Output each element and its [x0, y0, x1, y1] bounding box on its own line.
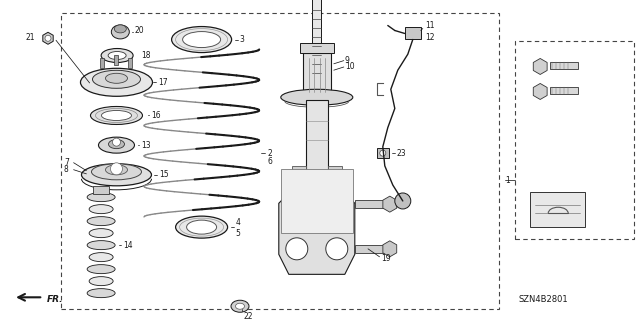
- Text: 9: 9: [345, 56, 349, 65]
- Bar: [355, 245, 390, 253]
- Text: 11: 11: [425, 21, 435, 30]
- Ellipse shape: [87, 289, 115, 298]
- Text: 13: 13: [141, 141, 151, 150]
- Text: SZN4B2801: SZN4B2801: [518, 295, 568, 304]
- Polygon shape: [383, 196, 397, 212]
- Text: 2: 2: [268, 149, 272, 158]
- Ellipse shape: [87, 265, 115, 274]
- Text: 21: 21: [26, 33, 35, 42]
- Ellipse shape: [89, 253, 113, 262]
- Text: 14: 14: [123, 241, 132, 250]
- Ellipse shape: [101, 48, 133, 63]
- Ellipse shape: [87, 217, 115, 226]
- Ellipse shape: [92, 164, 141, 180]
- Bar: [550, 63, 578, 70]
- Circle shape: [113, 138, 120, 146]
- Polygon shape: [279, 179, 355, 274]
- Circle shape: [45, 35, 51, 41]
- Circle shape: [380, 150, 386, 156]
- Circle shape: [286, 238, 308, 260]
- Ellipse shape: [92, 70, 141, 88]
- Ellipse shape: [231, 300, 249, 312]
- Ellipse shape: [89, 277, 113, 286]
- Circle shape: [286, 190, 308, 212]
- Bar: [303, 53, 331, 97]
- Text: 8: 8: [64, 165, 68, 174]
- Bar: [312, 0, 321, 83]
- Circle shape: [326, 190, 348, 212]
- Text: 7: 7: [64, 158, 69, 167]
- Bar: [129, 58, 132, 68]
- Bar: [377, 148, 389, 158]
- Ellipse shape: [87, 241, 115, 250]
- Text: 4: 4: [236, 218, 241, 226]
- Ellipse shape: [111, 25, 129, 39]
- Ellipse shape: [99, 137, 134, 153]
- Text: 17: 17: [159, 78, 168, 87]
- Bar: [300, 43, 334, 53]
- Text: 23: 23: [397, 149, 406, 158]
- Ellipse shape: [236, 303, 244, 309]
- Ellipse shape: [106, 73, 127, 83]
- Ellipse shape: [175, 216, 228, 238]
- Bar: [292, 166, 306, 184]
- Text: 6: 6: [268, 157, 272, 166]
- Text: 10: 10: [345, 63, 355, 71]
- Bar: [550, 87, 578, 94]
- Ellipse shape: [172, 26, 232, 53]
- Bar: [515, 41, 634, 239]
- Polygon shape: [383, 241, 397, 257]
- Text: 20: 20: [134, 26, 144, 35]
- Bar: [100, 58, 104, 68]
- Bar: [405, 27, 421, 40]
- Ellipse shape: [106, 165, 127, 175]
- Text: 3: 3: [239, 35, 244, 44]
- Bar: [61, 13, 499, 309]
- Bar: [328, 166, 342, 184]
- Text: 18: 18: [141, 51, 150, 60]
- Ellipse shape: [87, 193, 115, 202]
- Text: 15: 15: [159, 170, 169, 179]
- Text: 12: 12: [425, 33, 435, 42]
- Bar: [530, 192, 585, 227]
- Polygon shape: [533, 84, 547, 100]
- Circle shape: [111, 163, 122, 175]
- Text: 5: 5: [236, 229, 241, 238]
- Ellipse shape: [90, 107, 143, 124]
- Bar: [355, 200, 390, 208]
- Ellipse shape: [115, 25, 126, 33]
- Ellipse shape: [281, 89, 353, 105]
- Bar: [115, 55, 118, 65]
- Polygon shape: [533, 58, 547, 74]
- Bar: [281, 169, 353, 233]
- Text: 19: 19: [381, 254, 390, 263]
- Ellipse shape: [89, 229, 113, 238]
- Circle shape: [326, 238, 348, 260]
- Ellipse shape: [89, 205, 113, 214]
- Ellipse shape: [108, 51, 126, 60]
- Bar: [306, 100, 328, 179]
- Ellipse shape: [187, 220, 216, 234]
- Text: 1: 1: [506, 176, 510, 185]
- Ellipse shape: [108, 140, 124, 149]
- Circle shape: [395, 193, 411, 209]
- Text: FR.: FR.: [47, 295, 64, 304]
- Ellipse shape: [182, 32, 221, 48]
- Ellipse shape: [81, 68, 152, 96]
- Polygon shape: [43, 32, 53, 44]
- Text: 16: 16: [152, 111, 161, 120]
- Ellipse shape: [102, 110, 131, 121]
- Bar: [93, 186, 109, 194]
- Ellipse shape: [81, 164, 152, 186]
- Text: 22: 22: [243, 312, 253, 319]
